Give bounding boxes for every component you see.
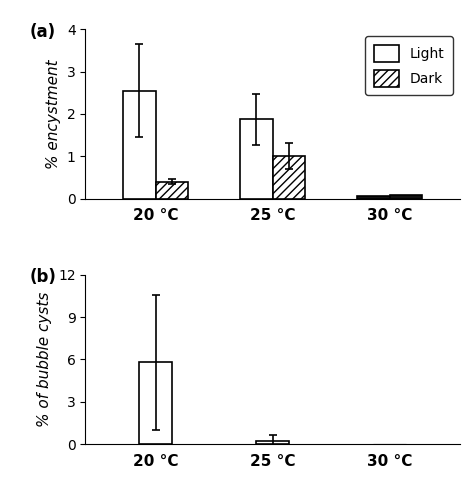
Legend: Light, Dark: Light, Dark — [365, 36, 453, 95]
Bar — [123, 91, 155, 199]
Bar — [273, 156, 305, 199]
Bar — [357, 196, 390, 199]
Bar — [240, 120, 273, 199]
Bar — [155, 182, 188, 199]
Bar — [390, 195, 422, 199]
Bar — [256, 441, 289, 444]
Y-axis label: % encystment: % encystment — [46, 59, 61, 169]
Bar — [139, 362, 172, 444]
Y-axis label: % of bubble cysts: % of bubble cysts — [37, 292, 53, 427]
Text: (a): (a) — [29, 22, 55, 41]
Text: (b): (b) — [29, 268, 56, 286]
